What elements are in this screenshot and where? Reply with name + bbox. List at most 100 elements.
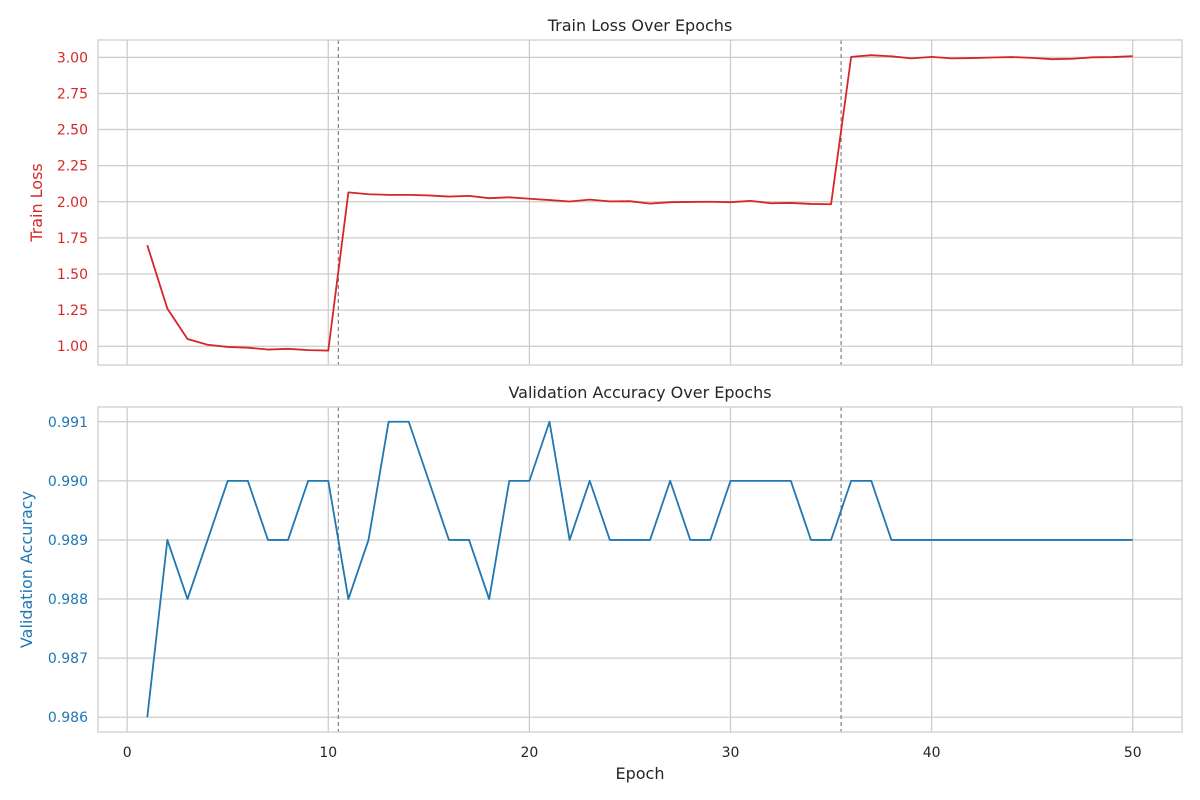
data-point bbox=[629, 200, 631, 202]
data-point bbox=[790, 202, 792, 204]
phase-divider-lines bbox=[337, 40, 842, 365]
data-point bbox=[810, 539, 812, 541]
data-point bbox=[347, 191, 349, 193]
data-point bbox=[569, 539, 571, 541]
grid bbox=[98, 407, 1182, 732]
y-tick-label: 1.00 bbox=[57, 339, 88, 355]
chart-title: Train Loss Over Epochs bbox=[547, 16, 733, 35]
data-point bbox=[709, 539, 711, 541]
data-point bbox=[589, 199, 591, 201]
data-point bbox=[1051, 58, 1053, 60]
data-point bbox=[750, 200, 752, 202]
data-point bbox=[146, 244, 148, 246]
data-point bbox=[247, 480, 249, 482]
data-point bbox=[911, 57, 913, 59]
y-tick-label: 3.00 bbox=[57, 50, 88, 66]
data-point bbox=[1011, 56, 1013, 58]
data-point bbox=[367, 193, 369, 195]
data-point bbox=[770, 480, 772, 482]
data-point bbox=[327, 480, 329, 482]
series-line bbox=[146, 420, 1133, 718]
data-point bbox=[1071, 58, 1073, 60]
x-axis-label: Epoch bbox=[616, 764, 665, 783]
data-point bbox=[287, 539, 289, 541]
y-axis-label: Train Loss bbox=[27, 163, 46, 243]
data-point bbox=[1092, 539, 1094, 541]
data-point bbox=[146, 716, 148, 718]
data-point bbox=[186, 598, 188, 600]
data-point bbox=[448, 539, 450, 541]
data-point bbox=[1031, 539, 1033, 541]
data-point bbox=[528, 198, 530, 200]
data-point bbox=[388, 421, 390, 423]
data-point bbox=[649, 539, 651, 541]
x-tick-label: 30 bbox=[722, 745, 740, 761]
data-point bbox=[548, 421, 550, 423]
data-point bbox=[528, 480, 530, 482]
data-point bbox=[589, 480, 591, 482]
chart-title: Validation Accuracy Over Epochs bbox=[508, 383, 771, 402]
data-point bbox=[730, 480, 732, 482]
data-point bbox=[951, 539, 953, 541]
y-tick-label: 0.991 bbox=[48, 415, 88, 431]
data-point bbox=[689, 539, 691, 541]
y-tick-label: 1.25 bbox=[57, 303, 88, 319]
data-point bbox=[569, 200, 571, 202]
data-point bbox=[408, 194, 410, 196]
y-tick-label: 0.989 bbox=[48, 533, 88, 549]
data-point bbox=[307, 480, 309, 482]
data-point bbox=[870, 54, 872, 56]
data-point bbox=[448, 196, 450, 198]
data-point bbox=[770, 202, 772, 204]
data-point bbox=[267, 349, 269, 351]
data-point bbox=[931, 56, 933, 58]
data-point bbox=[307, 349, 309, 351]
data-point bbox=[227, 346, 229, 348]
y-tick-label: 2.50 bbox=[57, 123, 88, 139]
data-point bbox=[488, 197, 490, 199]
data-point bbox=[267, 539, 269, 541]
data-point bbox=[609, 200, 611, 202]
y-tick-label: 0.988 bbox=[48, 592, 88, 608]
data-point bbox=[488, 598, 490, 600]
data-point bbox=[890, 55, 892, 57]
data-point bbox=[166, 308, 168, 310]
data-point bbox=[408, 421, 410, 423]
data-point bbox=[669, 480, 671, 482]
data-point bbox=[1071, 539, 1073, 541]
data-point bbox=[991, 56, 993, 58]
plot-frame bbox=[97, 39, 1183, 366]
data-point bbox=[870, 480, 872, 482]
data-point bbox=[830, 203, 832, 205]
series bbox=[146, 54, 1133, 352]
x-tick-label: 40 bbox=[923, 745, 941, 761]
data-point bbox=[468, 539, 470, 541]
y-tick-label: 0.990 bbox=[48, 474, 88, 490]
data-point bbox=[890, 539, 892, 541]
data-point bbox=[1132, 539, 1134, 541]
data-point bbox=[971, 539, 973, 541]
data-point bbox=[428, 194, 430, 196]
data-point bbox=[166, 539, 168, 541]
data-point bbox=[327, 350, 329, 352]
y-tick-label: 2.00 bbox=[57, 195, 88, 211]
data-point bbox=[911, 539, 913, 541]
data-point bbox=[548, 199, 550, 201]
phase-divider-lines bbox=[337, 407, 842, 732]
validation-accuracy-panel: 0.986 0.987 0.988 0.989 0.990 0.991 0 10 20 30 40 5… bbox=[17, 383, 1183, 783]
x-tick-label: 50 bbox=[1124, 745, 1142, 761]
data-point bbox=[428, 480, 430, 482]
data-point bbox=[850, 480, 852, 482]
data-point bbox=[287, 348, 289, 350]
data-point bbox=[810, 203, 812, 205]
data-point bbox=[1031, 57, 1033, 59]
data-point bbox=[709, 201, 711, 203]
data-point bbox=[689, 201, 691, 203]
data-point bbox=[367, 539, 369, 541]
data-point bbox=[1112, 539, 1114, 541]
y-tick-label: 1.50 bbox=[57, 267, 88, 283]
y-tick-label: 2.75 bbox=[57, 86, 88, 102]
data-point bbox=[1092, 56, 1094, 58]
data-point bbox=[951, 57, 953, 59]
